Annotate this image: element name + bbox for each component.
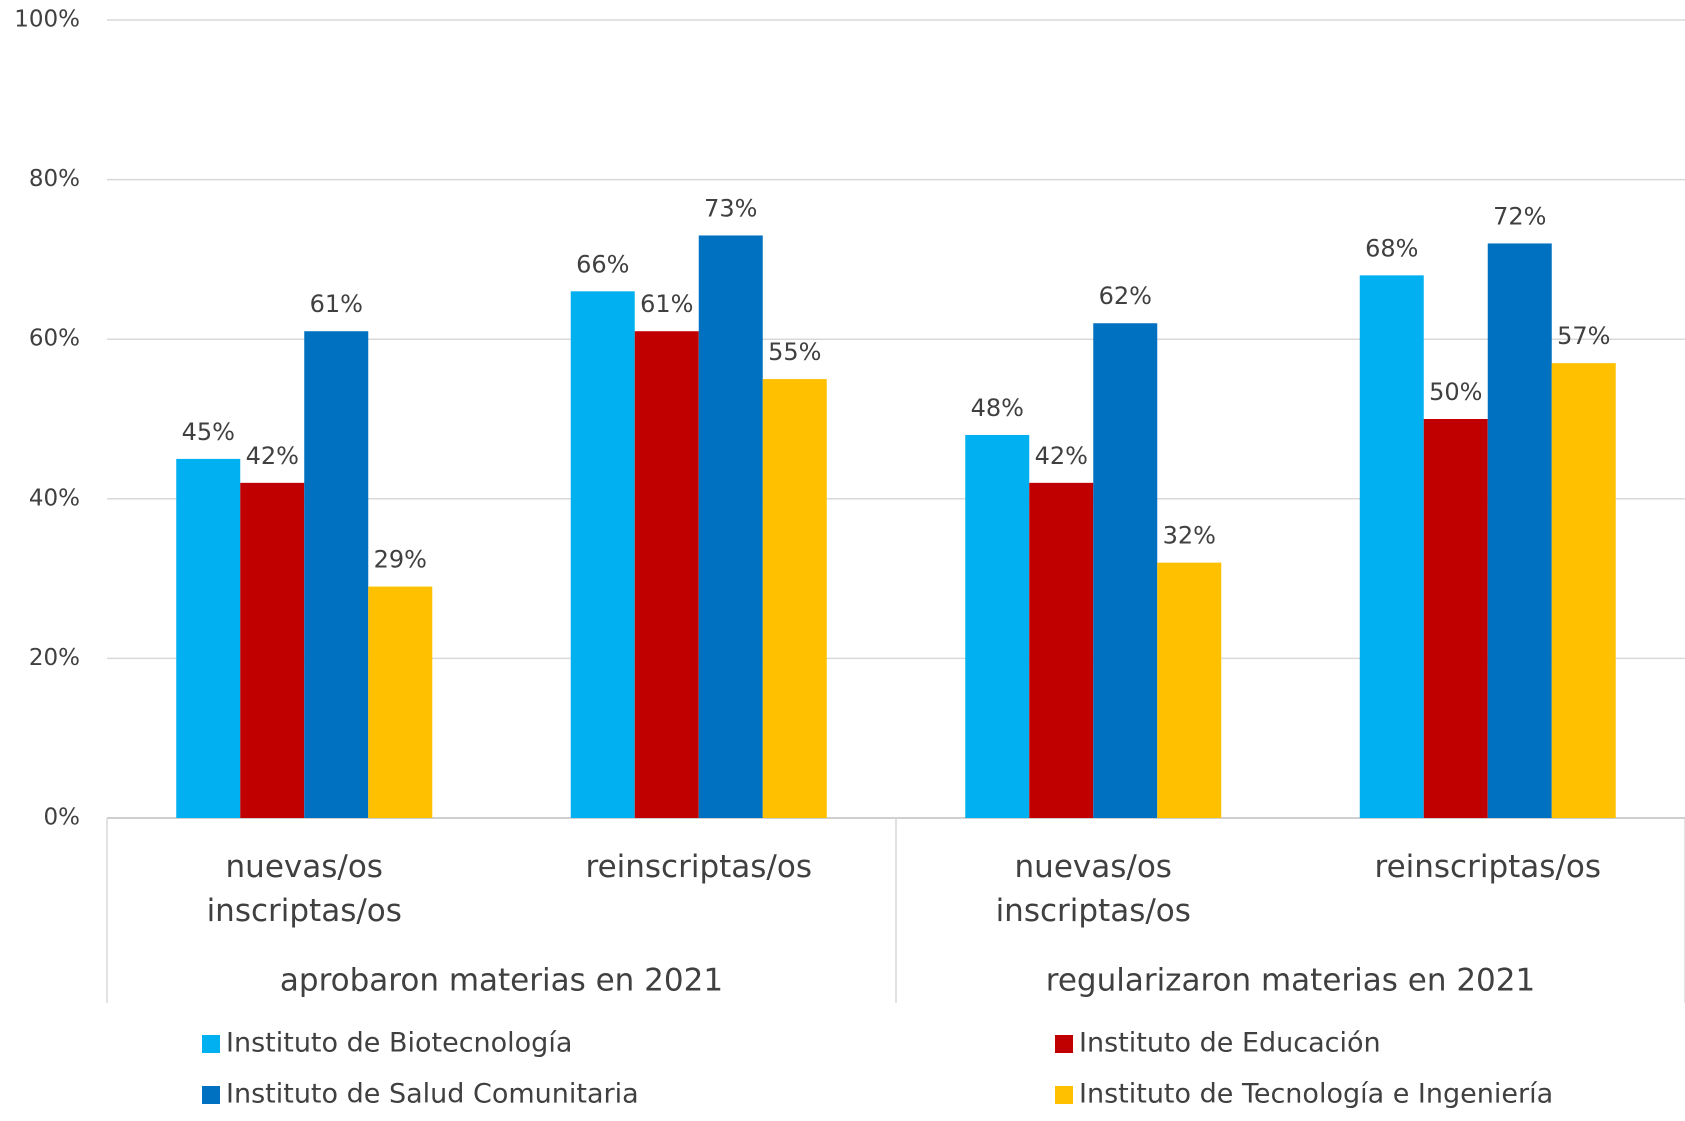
y-tick-label: 80% bbox=[29, 166, 80, 192]
legend-label: Instituto de Tecnología e Ingeniería bbox=[1079, 1079, 1553, 1110]
value-label: 45% bbox=[182, 418, 235, 446]
bar bbox=[240, 482, 305, 818]
bar bbox=[762, 379, 827, 818]
value-label: 66% bbox=[576, 250, 629, 278]
value-label: 73% bbox=[704, 194, 757, 222]
bar bbox=[304, 331, 369, 818]
legend-swatch bbox=[202, 1035, 220, 1053]
legend-label: Instituto de Educación bbox=[1079, 1028, 1381, 1059]
value-label: 42% bbox=[246, 442, 299, 470]
legend-label: Instituto de Salud Comunitaria bbox=[226, 1079, 639, 1110]
value-label: 48% bbox=[971, 394, 1024, 422]
x-tick-label: reinscriptas/os bbox=[1374, 849, 1602, 885]
value-label: 62% bbox=[1099, 282, 1152, 310]
y-tick-label: 100% bbox=[14, 7, 80, 33]
legend-swatch bbox=[1055, 1086, 1073, 1104]
value-label: 68% bbox=[1365, 234, 1418, 262]
bar bbox=[176, 458, 241, 818]
y-tick-label: 20% bbox=[29, 645, 80, 671]
x-tick-label: reinscriptas/os bbox=[585, 849, 813, 885]
bar bbox=[1359, 275, 1424, 818]
bar bbox=[965, 434, 1030, 818]
x-tick-label: nuevas/os inscriptas/os bbox=[995, 849, 1191, 929]
value-label: 32% bbox=[1163, 522, 1216, 550]
bar bbox=[1093, 323, 1158, 818]
bar bbox=[1551, 363, 1616, 818]
value-label: 61% bbox=[640, 290, 693, 318]
x-tick-label: nuevas/os inscriptas/os bbox=[206, 849, 402, 929]
bar bbox=[1487, 243, 1552, 818]
bar bbox=[698, 235, 763, 818]
value-label: 55% bbox=[768, 338, 821, 366]
bar bbox=[1029, 482, 1094, 818]
y-tick-label: 60% bbox=[29, 326, 80, 352]
value-label: 50% bbox=[1429, 378, 1482, 406]
group-label: regularizaron materias en 2021 bbox=[1046, 963, 1535, 999]
bar bbox=[1423, 419, 1488, 818]
value-label: 57% bbox=[1557, 322, 1610, 350]
legend-label: Instituto de Biotecnología bbox=[226, 1028, 572, 1059]
bar bbox=[1157, 562, 1222, 818]
group-label: aprobaron materias en 2021 bbox=[280, 963, 723, 999]
bar bbox=[368, 586, 433, 818]
bar bbox=[570, 291, 635, 818]
value-label: 42% bbox=[1035, 442, 1088, 470]
value-label: 72% bbox=[1493, 202, 1546, 230]
y-tick-label: 0% bbox=[44, 805, 81, 831]
bar bbox=[634, 331, 699, 818]
value-label: 29% bbox=[374, 546, 427, 574]
y-tick-label: 40% bbox=[29, 485, 80, 511]
value-label: 61% bbox=[310, 290, 363, 318]
legend-swatch bbox=[202, 1086, 220, 1104]
legend-swatch bbox=[1055, 1035, 1073, 1053]
